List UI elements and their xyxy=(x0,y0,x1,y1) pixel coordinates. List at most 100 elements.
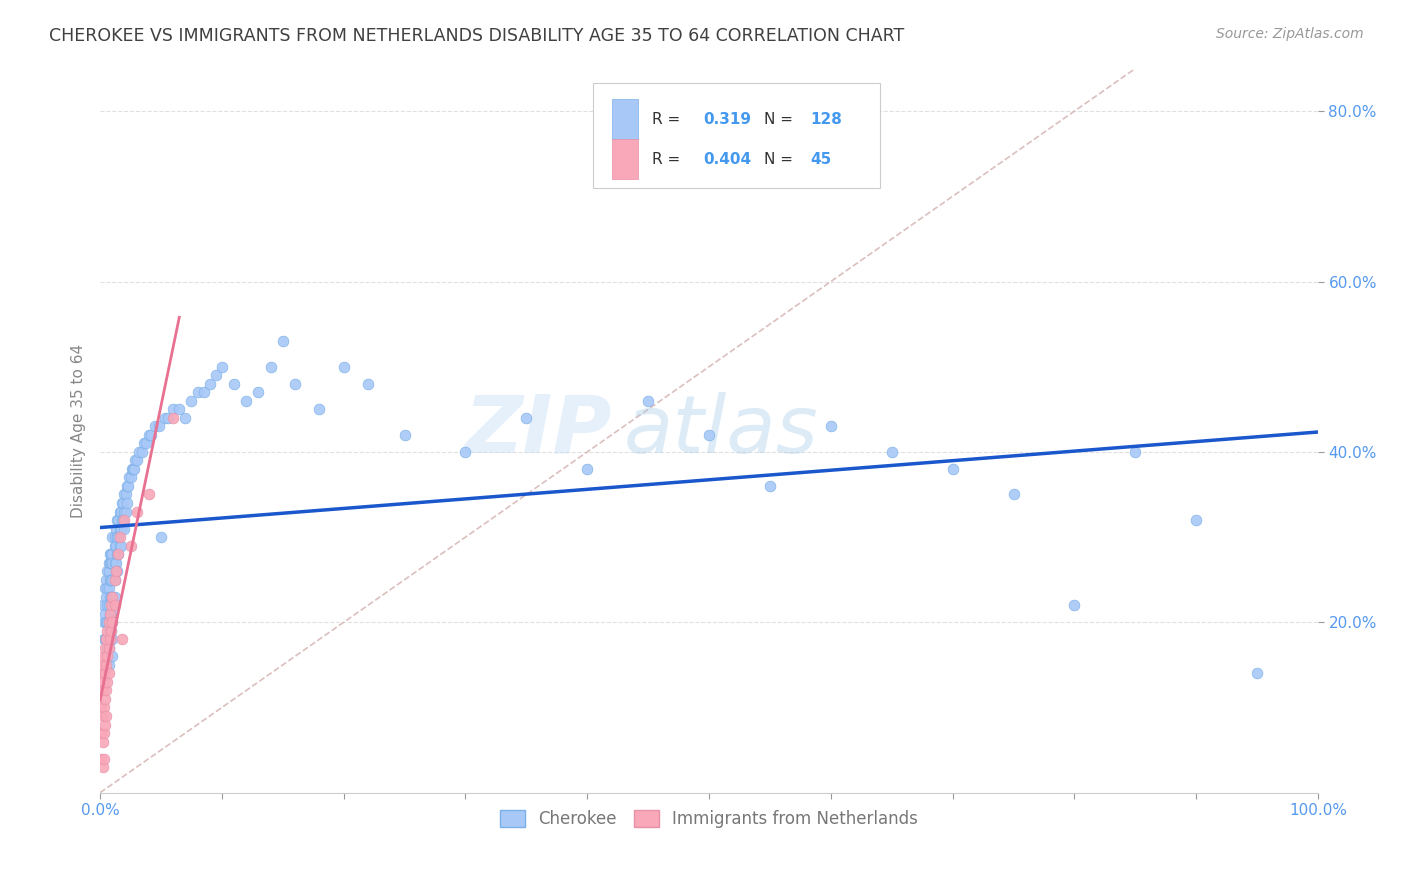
Point xyxy=(94,581,117,595)
Text: 45: 45 xyxy=(810,152,831,167)
Point xyxy=(110,504,132,518)
Point xyxy=(193,385,215,400)
Point xyxy=(96,624,118,638)
Point xyxy=(211,359,233,374)
Point xyxy=(96,709,118,723)
Point xyxy=(105,530,128,544)
Point xyxy=(247,385,270,400)
Point xyxy=(97,615,120,630)
Point xyxy=(94,692,117,706)
Point xyxy=(100,624,122,638)
Point xyxy=(1063,599,1085,613)
Point xyxy=(108,539,131,553)
Point xyxy=(97,666,120,681)
Point xyxy=(101,573,124,587)
Point xyxy=(112,513,135,527)
Point xyxy=(222,376,245,391)
Text: ZIP: ZIP xyxy=(464,392,612,469)
Point xyxy=(96,683,118,698)
Point xyxy=(94,632,117,647)
Point xyxy=(110,522,132,536)
Point xyxy=(125,504,148,518)
Point xyxy=(104,556,127,570)
Point xyxy=(97,657,120,672)
Point xyxy=(101,590,124,604)
Point xyxy=(96,649,118,664)
Point xyxy=(97,615,120,630)
Point xyxy=(131,445,153,459)
Point xyxy=(90,751,112,765)
Point xyxy=(94,666,117,681)
Point xyxy=(114,504,136,518)
Point xyxy=(108,522,131,536)
Point xyxy=(90,726,112,740)
Point xyxy=(114,513,136,527)
Point xyxy=(97,599,120,613)
Point xyxy=(104,599,127,613)
Point xyxy=(111,496,134,510)
Point xyxy=(153,410,176,425)
Point xyxy=(114,522,136,536)
Point xyxy=(114,487,136,501)
Point xyxy=(96,674,118,689)
Point xyxy=(132,436,155,450)
Point xyxy=(118,470,141,484)
Point xyxy=(143,419,166,434)
Point xyxy=(105,513,128,527)
Text: CHEROKEE VS IMMIGRANTS FROM NETHERLANDS DISABILITY AGE 35 TO 64 CORRELATION CHAR: CHEROKEE VS IMMIGRANTS FROM NETHERLANDS … xyxy=(49,27,904,45)
Point xyxy=(1002,487,1025,501)
Point xyxy=(112,496,135,510)
Text: N =: N = xyxy=(763,112,797,127)
Point xyxy=(138,487,160,501)
Point xyxy=(97,640,120,655)
Point xyxy=(97,581,120,595)
Point xyxy=(97,640,120,655)
Point xyxy=(101,556,124,570)
Point xyxy=(96,632,118,647)
Point xyxy=(101,599,124,613)
Point xyxy=(107,530,129,544)
FancyBboxPatch shape xyxy=(612,99,638,139)
Point xyxy=(1185,513,1208,527)
Point xyxy=(880,445,903,459)
Point xyxy=(357,376,380,391)
Point xyxy=(637,393,659,408)
Point xyxy=(97,624,120,638)
Point xyxy=(114,504,136,518)
Text: N =: N = xyxy=(763,152,797,167)
Point xyxy=(93,751,115,765)
Point xyxy=(205,368,228,383)
Point xyxy=(100,599,122,613)
Point xyxy=(96,632,118,647)
Point xyxy=(107,547,129,561)
Point xyxy=(820,419,842,434)
Point xyxy=(100,556,122,570)
Point xyxy=(98,590,121,604)
Point xyxy=(162,402,184,417)
Point xyxy=(125,453,148,467)
Point xyxy=(308,402,330,417)
Point xyxy=(111,632,134,647)
Point xyxy=(96,615,118,630)
Point xyxy=(122,462,145,476)
Point xyxy=(141,427,163,442)
Point xyxy=(108,530,131,544)
Text: 128: 128 xyxy=(810,112,842,127)
Point xyxy=(97,564,120,578)
Point xyxy=(107,547,129,561)
Point xyxy=(90,700,112,714)
Point xyxy=(96,640,118,655)
Point xyxy=(98,547,121,561)
Point xyxy=(128,445,150,459)
Point xyxy=(121,462,143,476)
Text: R =: R = xyxy=(652,152,685,167)
Point xyxy=(96,599,118,613)
Point xyxy=(98,624,121,638)
Point xyxy=(98,632,121,647)
Point xyxy=(91,657,114,672)
Point xyxy=(98,573,121,587)
Point xyxy=(942,462,965,476)
Point xyxy=(180,393,202,408)
Point xyxy=(94,717,117,731)
Point xyxy=(107,513,129,527)
